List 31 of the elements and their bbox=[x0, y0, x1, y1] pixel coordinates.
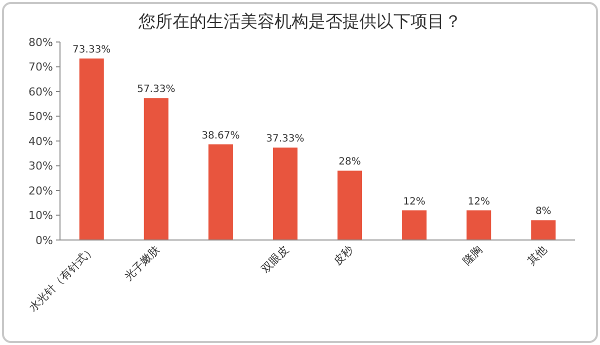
y-tick-label: 20% bbox=[28, 184, 53, 198]
chart-title: 您所在的生活美容机构是否提供以下项目？ bbox=[138, 12, 462, 32]
y-tick-label: 40% bbox=[28, 134, 53, 148]
x-tick-label: 其他 bbox=[524, 242, 550, 268]
x-tick-label: 皮秒 bbox=[331, 242, 356, 268]
data-label: 38.67% bbox=[202, 130, 240, 142]
bar bbox=[531, 220, 556, 240]
data-label: 12% bbox=[403, 196, 426, 208]
bar bbox=[402, 210, 427, 240]
y-tick-label: 30% bbox=[28, 160, 53, 173]
data-label: 73.33% bbox=[72, 44, 111, 56]
y-tick-label: 60% bbox=[28, 85, 53, 98]
bar bbox=[466, 210, 492, 240]
bar bbox=[144, 98, 168, 240]
data-label: 37.33% bbox=[266, 134, 304, 145]
data-label: 12% bbox=[468, 196, 490, 208]
bar bbox=[272, 148, 298, 240]
y-tick-label: 80% bbox=[28, 36, 53, 49]
data-label: 28% bbox=[338, 156, 361, 168]
data-label: 8% bbox=[535, 206, 552, 218]
y-tick-label: 70% bbox=[28, 60, 53, 74]
bar bbox=[208, 144, 233, 240]
bar bbox=[79, 58, 104, 240]
x-tick-label: 隆胸 bbox=[460, 242, 485, 268]
bar bbox=[338, 170, 362, 240]
x-tick-label: 双眼皮 bbox=[258, 242, 292, 276]
y-tick-label: 50% bbox=[28, 110, 53, 124]
x-tick-label: 光子嫩肤 bbox=[122, 242, 162, 284]
y-tick-label: 0% bbox=[36, 234, 53, 247]
data-label: 57.33% bbox=[137, 84, 176, 96]
y-tick-label: 10% bbox=[28, 209, 53, 222]
